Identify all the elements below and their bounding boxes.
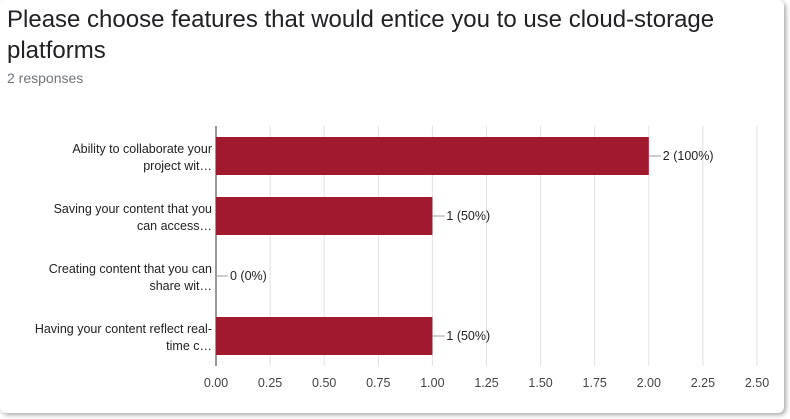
x-tick-label: 2.25 [691,376,715,390]
response-count: 2 responses [7,70,84,86]
category-label: Ability to collaborate your project wit… [72,142,212,173]
x-tick-label: 0.75 [366,376,390,390]
bar [216,197,433,235]
x-tick-label: 0.25 [258,376,282,390]
x-tick-label: 1.25 [474,376,498,390]
data-label: 2 (100%) [663,149,714,163]
data-label: 0 (0%) [230,269,267,283]
bar [216,137,649,175]
x-tick-label: 1.75 [583,376,607,390]
x-tick-label: 2.00 [637,376,661,390]
x-tick-label: 1.50 [528,376,552,390]
data-label: 1 (50%) [446,329,490,343]
category-label: Having your content reflect real-time c… [35,322,212,353]
x-tick-label: 1.00 [420,376,444,390]
x-tick-label: 2.50 [745,376,769,390]
x-tick-label: 0.50 [312,376,336,390]
category-label: Saving your content that you can access… [54,202,212,233]
question-title: Please choose features that would entice… [7,6,715,64]
x-tick-label: 0.00 [204,376,228,390]
bar [216,317,433,355]
data-label: 1 (50%) [446,209,490,223]
category-label: Creating content that you can share wit… [49,262,212,293]
